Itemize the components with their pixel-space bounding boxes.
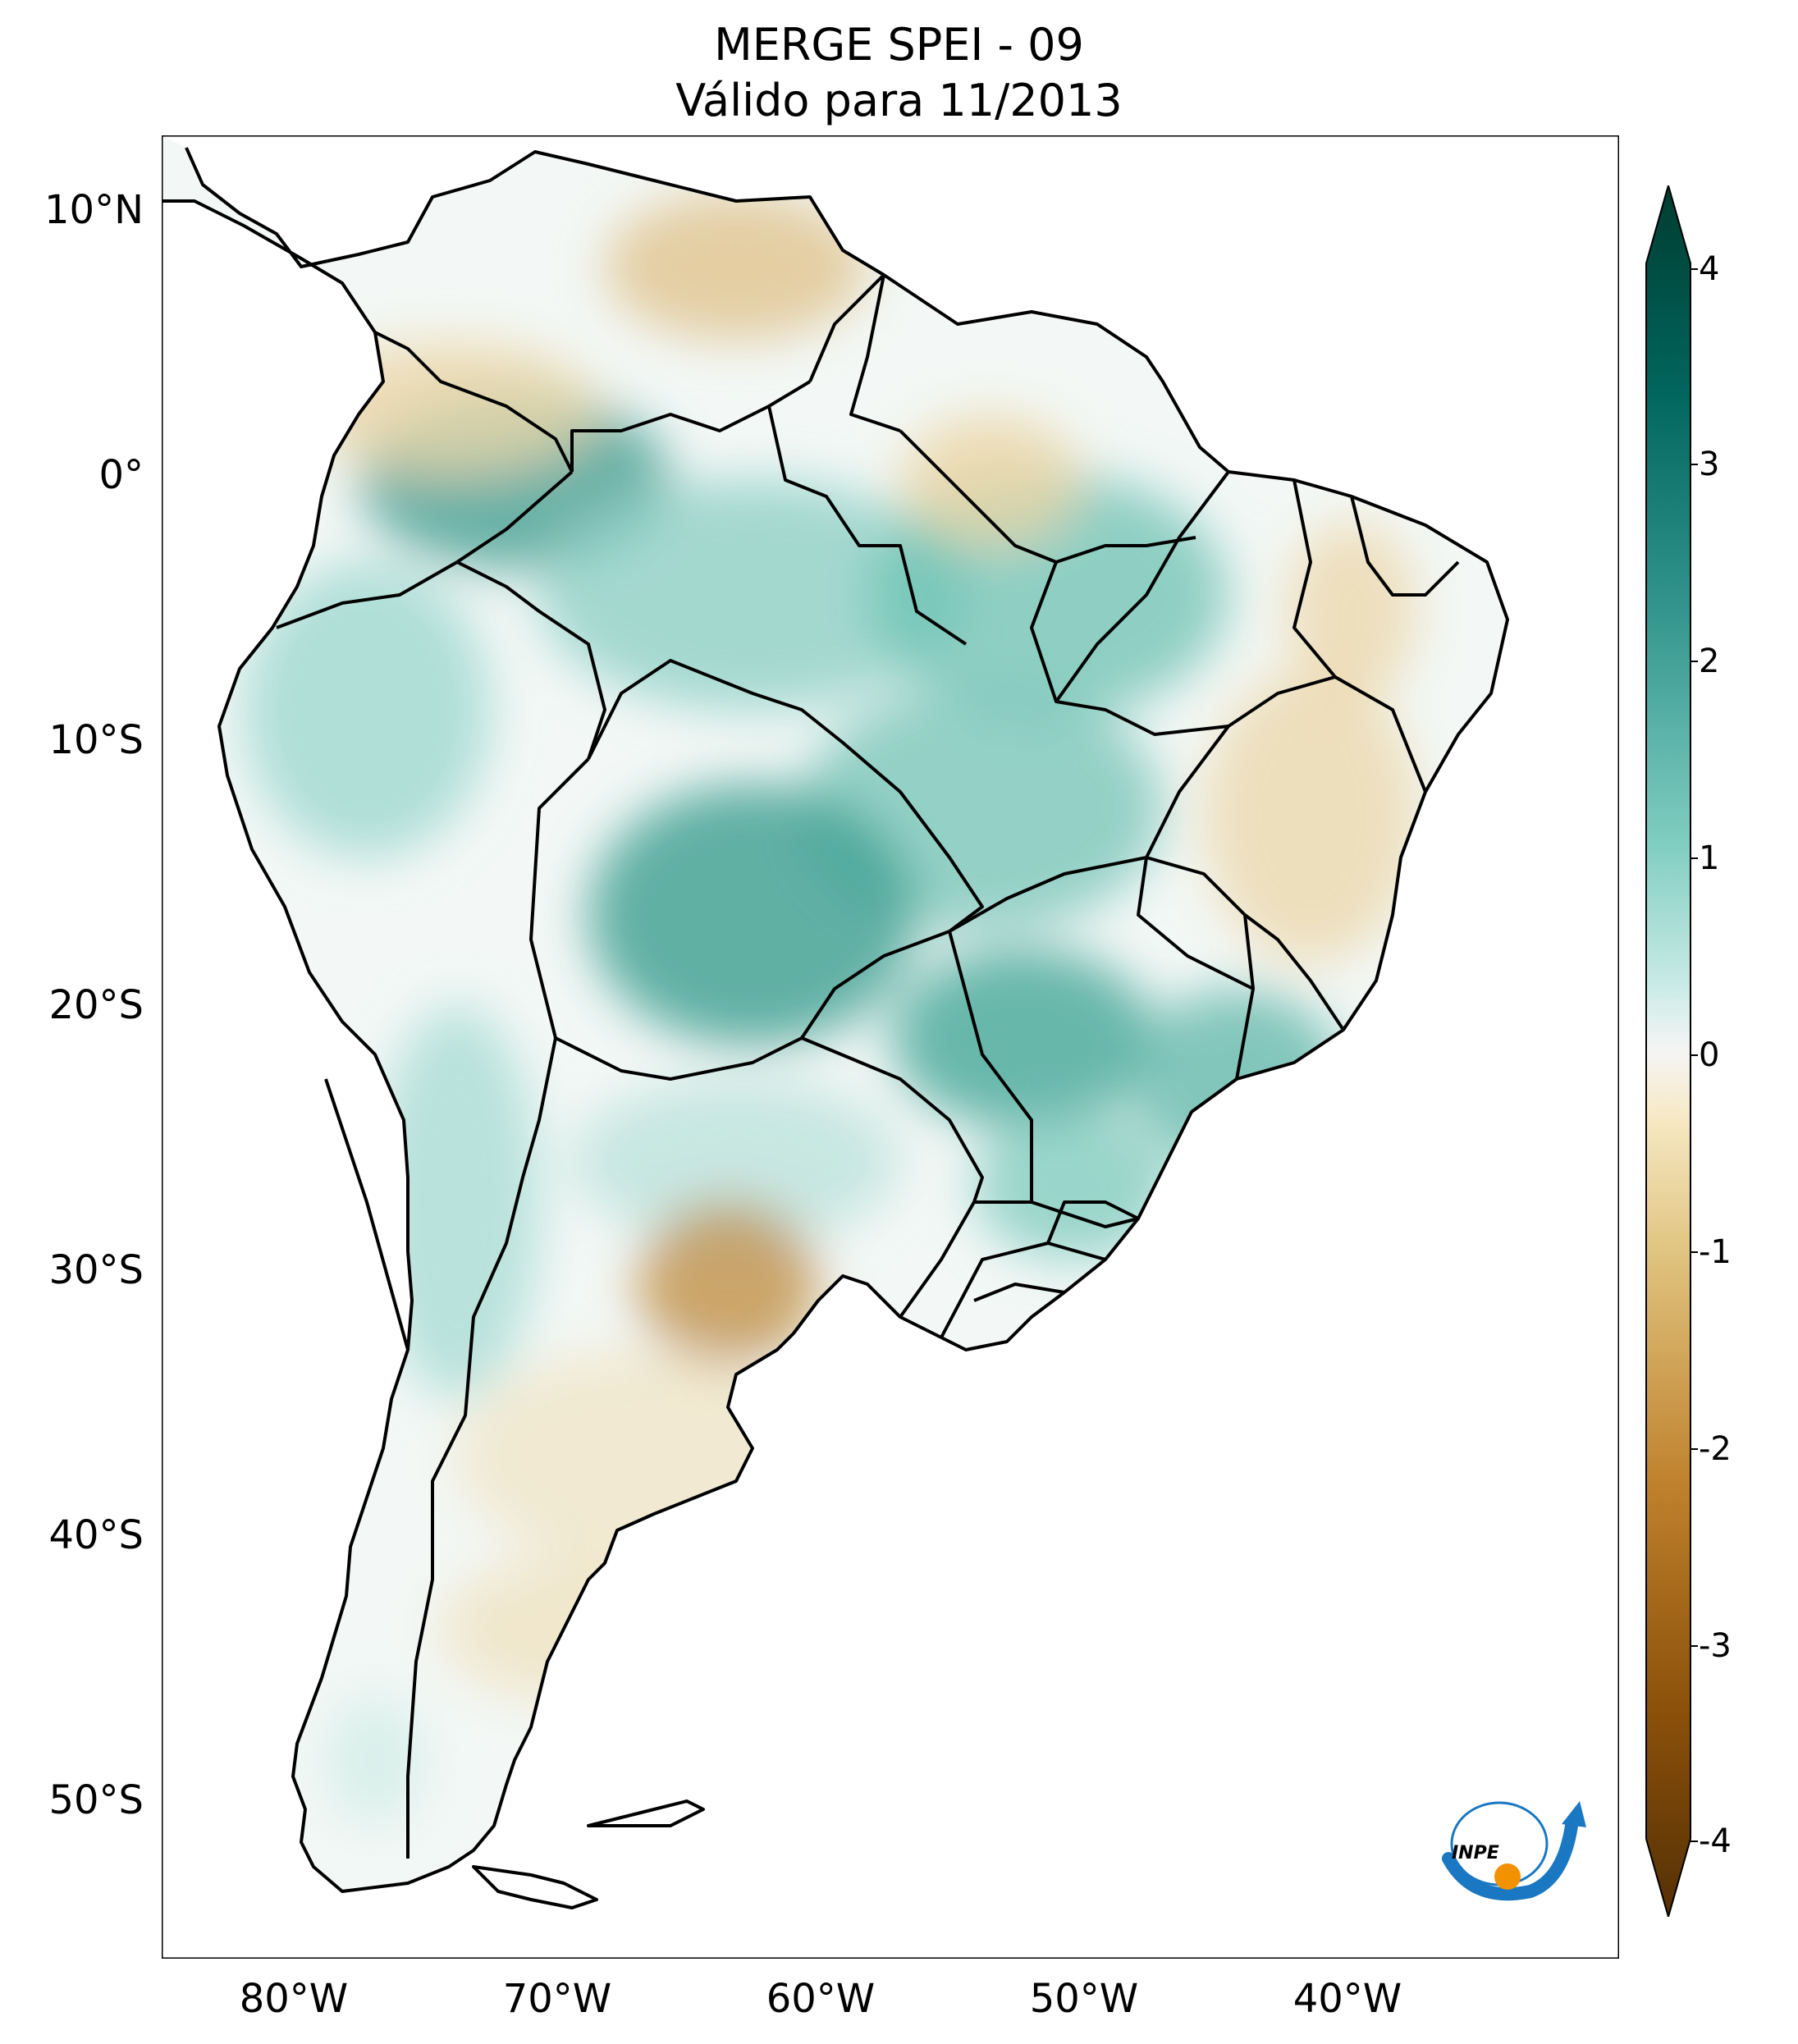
lat-label-10s: 10°S [48,717,144,763]
spei-map [162,135,1619,1959]
lat-label-10n: 10°N [44,187,144,233]
lon-label-40w: 40°W [1292,1976,1402,2022]
lon-label-80w: 80°W [239,1976,349,2022]
colorbar-tick-1: 1 [1699,839,1720,877]
lat-label-40s: 40°S [48,1512,144,1558]
colorbar-tick-0: 0 [1699,1036,1720,1074]
colorbar-tick-minus4: -4 [1699,1822,1732,1860]
lat-label-50s: 50°S [48,1777,144,1823]
colorbar-tick-minus3: -3 [1699,1627,1732,1665]
colorbar-tick-2: 2 [1699,642,1720,680]
inpe-logo: INPE [1442,1801,1586,1901]
lat-label-30s: 30°S [48,1247,144,1293]
map-title: MERGE SPEI - 09 [714,19,1084,71]
colorbar [1645,185,1698,1917]
colorbar-tick-3: 3 [1699,446,1720,483]
map-subtitle: Válido para 11/2013 [675,75,1123,126]
lat-label-20s: 20°S [48,982,144,1028]
lat-label-0: 0° [98,452,144,498]
colorbar-tick-4: 4 [1699,250,1720,288]
inpe-logo-text: INPE [1452,1843,1499,1863]
lon-label-70w: 70°W [502,1976,612,2022]
lon-label-50w: 50°W [1029,1976,1139,2022]
lon-label-60w: 60°W [766,1976,876,2022]
colorbar-tick-minus1: -1 [1699,1233,1732,1271]
colorbar-tick-minus2: -2 [1699,1430,1732,1468]
